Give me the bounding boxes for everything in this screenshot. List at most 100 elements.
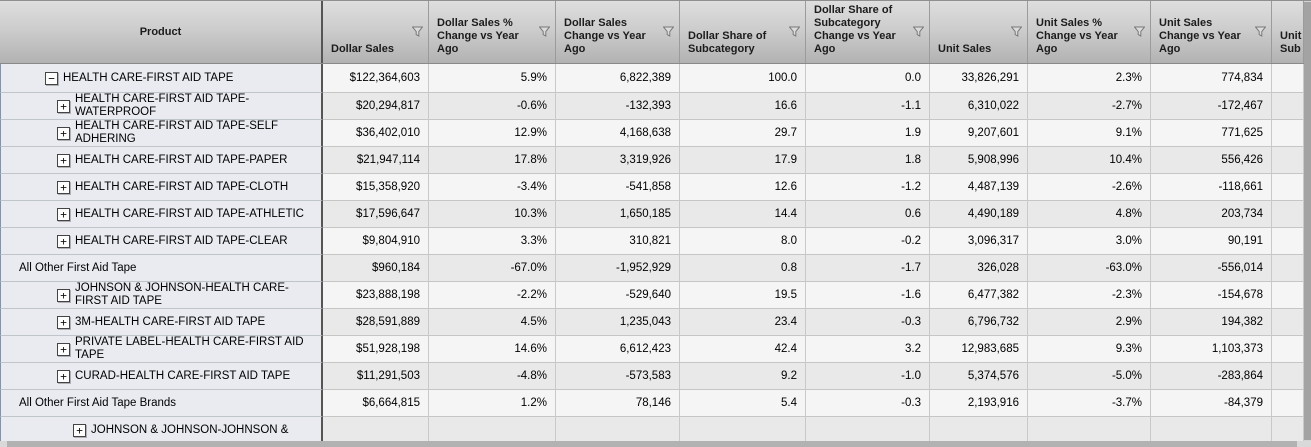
- expand-icon[interactable]: +: [73, 423, 86, 437]
- column-header-label: Dollar Sales Change vs Year Ago: [564, 17, 646, 55]
- value-cell-unit-sales-change-vs-year-ago: 1,103,373: [1151, 336, 1272, 363]
- expand-icon[interactable]: +: [57, 234, 70, 248]
- filter-funnel-icon[interactable]: [912, 26, 925, 37]
- expand-icon[interactable]: +: [57, 180, 70, 194]
- filter-funnel-icon[interactable]: [1133, 26, 1146, 37]
- value-cell-unit-sub: [1272, 64, 1304, 93]
- filter-funnel-icon[interactable]: [411, 26, 424, 37]
- value-cell-dollar-sales: $960,184: [323, 255, 429, 282]
- value-cell-unit-sub: [1272, 120, 1304, 147]
- value-cell-dollar-share-of-subcategory: [680, 417, 806, 444]
- value-cell-dollar-share-of-subcategory-change-vs-year-ago: -1.6: [806, 282, 930, 309]
- value-cell-unit-sales-change-vs-year-ago: -84,379: [1151, 390, 1272, 417]
- value-cell-unit-sales-change-vs-year-ago: -5.0%: [1028, 363, 1151, 390]
- vertical-scrollbar-thumb[interactable]: [1304, 2, 1311, 440]
- table-row[interactable]: + HEALTH CARE-FIRST AID TAPE-ATHLETIC $17,…: [0, 201, 1311, 228]
- value-cell-unit-sales-change-vs-year-ago: 194,382: [1151, 309, 1272, 336]
- vertical-scrollbar[interactable]: [1304, 1, 1311, 447]
- filter-funnel-icon[interactable]: [1010, 26, 1023, 37]
- expand-icon[interactable]: +: [57, 207, 70, 221]
- product-cell: + HEALTH CARE-FIRST AID TAPE-WATERPROOF: [0, 93, 323, 120]
- column-header-label: Dollar Share of Subcategory Change vs Ye…: [814, 4, 896, 55]
- table-row[interactable]: − HEALTH CARE-FIRST AID TAPE $122,364,603 5…: [0, 64, 1311, 93]
- table-row[interactable]: +3M-HEALTH CARE-FIRST AID TAPE $28,591,88…: [0, 309, 1311, 336]
- column-header-dollar-share-of-subcategory-change-vs-year-ago[interactable]: Dollar Share of Subcategory Change vs Ye…: [806, 1, 930, 63]
- expand-icon[interactable]: +: [57, 369, 70, 383]
- value-cell-unit-sales-change-vs-year-ago: -3.7%: [1028, 390, 1151, 417]
- product-label: All Other First Aid Tape: [19, 261, 137, 274]
- expand-icon[interactable]: +: [57, 342, 70, 356]
- value-cell-unit-sales-change-vs-year-ago: -2.6%: [1028, 174, 1151, 201]
- product-cell: + JOHNSON & JOHNSON-HEALTH CARE-FIRST AID…: [0, 282, 323, 309]
- value-cell-unit-sub: [1272, 363, 1304, 390]
- table-row[interactable]: + HEALTH CARE-FIRST AID TAPE-CLEAR $9,804,…: [0, 228, 1311, 255]
- table-row[interactable]: + HEALTH CARE-FIRST AID TAPE-SELF ADHERIN…: [0, 120, 1311, 147]
- filter-funnel-icon[interactable]: [1254, 26, 1267, 37]
- column-header-product[interactable]: Product: [0, 1, 323, 63]
- value-cell-unit-sales-change-vs-year-ago: -2.7%: [1028, 93, 1151, 120]
- filter-funnel-icon[interactable]: [788, 26, 801, 37]
- column-header-dollar-sales-change-vs-year-ago[interactable]: Dollar Sales Change vs Year Ago: [556, 1, 680, 63]
- table-row[interactable]: + HEALTH CARE-FIRST AID TAPE-WATERPROOF $2…: [0, 93, 1311, 120]
- expand-icon[interactable]: +: [57, 126, 70, 140]
- value-cell-unit-sales-change-vs-year-ago: -172,467: [1151, 93, 1272, 120]
- value-cell-dollar-sales-change-vs-year-ago: -132,393: [556, 93, 680, 120]
- column-header-dollar-sales[interactable]: Dollar Sales: [323, 1, 429, 63]
- value-cell-dollar-sales-change-vs-year-ago: -541,858: [556, 174, 680, 201]
- value-cell-unit-sales-change-vs-year-ago: -154,678: [1151, 282, 1272, 309]
- filter-funnel-icon[interactable]: [538, 26, 551, 37]
- value-cell-dollar-sales-change-vs-year-ago: -1,952,929: [556, 255, 680, 282]
- value-cell-unit-sales-change-vs-year-ago: 774,834: [1151, 64, 1272, 93]
- value-cell-dollar-sales-change-vs-year-ago: -573,583: [556, 363, 680, 390]
- value-cell-dollar-sales-change-vs-year-ago: 14.6%: [429, 336, 556, 363]
- value-cell-unit-sales: 6,310,022: [930, 93, 1028, 120]
- table-row[interactable]: + HEALTH CARE-FIRST AID TAPE-PAPER $21,947…: [0, 147, 1311, 174]
- value-cell-dollar-sales: $20,294,817: [323, 93, 429, 120]
- value-cell-dollar-share-of-subcategory: 16.6: [680, 93, 806, 120]
- filter-funnel-icon[interactable]: [662, 26, 675, 37]
- value-cell-dollar-sales-change-vs-year-ago: -4.8%: [429, 363, 556, 390]
- table-row[interactable]: All Other First Aid Tape $960,184 -67.0% -1…: [0, 255, 1311, 282]
- value-cell-unit-sales: 12,983,685: [930, 336, 1028, 363]
- product-label: HEALTH CARE-FIRST AID TAPE-CLEAR: [75, 234, 288, 247]
- value-cell-dollar-sales-change-vs-year-ago: 1,650,185: [556, 201, 680, 228]
- column-header-unit-sales[interactable]: Unit Sales: [930, 1, 1028, 63]
- value-cell-unit-sales-change-vs-year-ago: [1151, 417, 1272, 444]
- value-cell-unit-sales-change-vs-year-ago: 9.3%: [1028, 336, 1151, 363]
- table-row[interactable]: + CURAD-HEALTH CARE-FIRST AID TAPE $11,291…: [0, 363, 1311, 390]
- value-cell-dollar-sales: $15,358,920: [323, 174, 429, 201]
- horizontal-scrollbar-thumb[interactable]: [7, 441, 1297, 447]
- value-cell-dollar-sales-change-vs-year-ago: 6,612,423: [556, 336, 680, 363]
- value-cell-unit-sales-change-vs-year-ago: 2.3%: [1028, 64, 1151, 93]
- column-header-unit-sales-change-vs-year-ago[interactable]: Unit Sales % Change vs Year Ago: [1028, 1, 1151, 63]
- expand-icon[interactable]: +: [57, 288, 70, 302]
- table-row[interactable]: All Other First Aid Tape Brands $6,664,81…: [0, 390, 1311, 417]
- table-row[interactable]: + JOHNSON & JOHNSON-JOHNSON &: [0, 417, 1311, 444]
- collapse-icon[interactable]: −: [45, 71, 58, 85]
- value-cell-unit-sub: [1272, 93, 1304, 120]
- table-row[interactable]: + JOHNSON & JOHNSON-HEALTH CARE-FIRST AID…: [0, 282, 1311, 309]
- value-cell-unit-sub: [1272, 309, 1304, 336]
- value-cell-dollar-sales-change-vs-year-ago: 1.2%: [429, 390, 556, 417]
- horizontal-scrollbar[interactable]: [0, 441, 1311, 447]
- product-label: HEALTH CARE-FIRST AID TAPE-SELF ADHERING: [75, 120, 278, 145]
- expand-icon[interactable]: +: [57, 315, 70, 329]
- value-cell-dollar-sales: $122,364,603: [323, 64, 429, 93]
- expand-icon[interactable]: +: [57, 99, 70, 113]
- column-header-unit-sub[interactable]: Unit Sub: [1272, 1, 1304, 63]
- value-cell-dollar-sales: $36,402,010: [323, 120, 429, 147]
- table-row[interactable]: + PRIVATE LABEL-HEALTH CARE-FIRST AID TAP…: [0, 336, 1311, 363]
- column-header-unit-sales-change-vs-year-ago[interactable]: Unit Sales Change vs Year Ago: [1151, 1, 1272, 63]
- value-cell-unit-sales-change-vs-year-ago: 556,426: [1151, 147, 1272, 174]
- table-row[interactable]: + HEALTH CARE-FIRST AID TAPE-CLOTH $15,358…: [0, 174, 1311, 201]
- value-cell-dollar-share-of-subcategory-change-vs-year-ago: 0.0: [806, 64, 930, 93]
- product-label: HEALTH CARE-FIRST AID TAPE-PAPER: [75, 153, 288, 166]
- column-header-dollar-sales-change-vs-year-ago[interactable]: Dollar Sales % Change vs Year Ago: [429, 1, 556, 63]
- value-cell-dollar-sales: $28,591,889: [323, 309, 429, 336]
- value-cell-dollar-sales-change-vs-year-ago: 4.5%: [429, 309, 556, 336]
- expand-icon[interactable]: +: [57, 153, 70, 167]
- column-header-dollar-share-of-subcategory[interactable]: Dollar Share of Subcategory: [680, 1, 806, 63]
- value-cell-unit-sales: 5,908,996: [930, 147, 1028, 174]
- value-cell-dollar-share-of-subcategory-change-vs-year-ago: 1.9: [806, 120, 930, 147]
- value-cell-unit-sub: [1272, 255, 1304, 282]
